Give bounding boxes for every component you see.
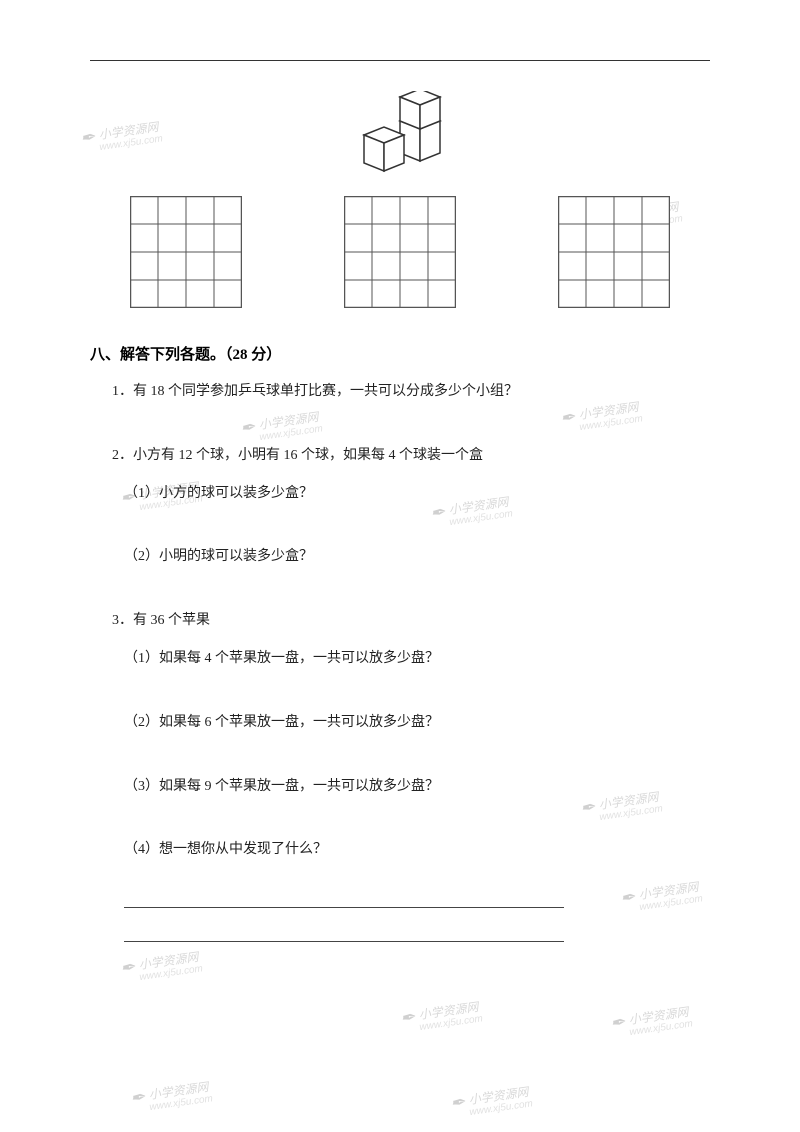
grid-2 (344, 196, 456, 313)
section-title: 八、解答下列各题。（28 分） (90, 343, 710, 364)
grids-row (90, 196, 710, 313)
cubes-svg (352, 91, 448, 173)
page-content: 八、解答下列各题。（28 分） 1．有 18 个同学参加乒乓球单打比赛，一共可以… (0, 0, 800, 982)
question-2-1: （1）小方的球可以装多少盒？ (124, 482, 710, 506)
watermark: ✒小学资源网www.xj5u.com (608, 999, 693, 1040)
watermark: ✒小学资源网www.xj5u.com (448, 1079, 533, 1120)
question-1: 1．有 18 个同学参加乒乓球单打比赛，一共可以分成多少个小组？ (112, 380, 710, 404)
watermark: ✒小学资源网www.xj5u.com (398, 994, 483, 1035)
question-3-1: （1）如果每 4 个苹果放一盘，一共可以放多少盘？ (124, 647, 710, 671)
question-2: 2．小方有 12 个球，小明有 16 个球，如果每 4 个球装一个盒 (112, 444, 710, 468)
watermark: ✒小学资源网www.xj5u.com (128, 1074, 213, 1115)
question-3-4: （4）想一想你从中发现了什么？ (124, 838, 710, 862)
question-3-3: （3）如果每 9 个苹果放一盘，一共可以放多少盘？ (124, 775, 710, 799)
question-3: 3．有 36 个苹果 (112, 609, 710, 633)
cubes-figure (90, 91, 710, 178)
question-2-2: （2）小明的球可以装多少盒？ (124, 545, 710, 569)
top-rule (90, 60, 710, 61)
question-3-2: （2）如果每 6 个苹果放一盘，一共可以放多少盘？ (124, 711, 710, 735)
grid-1 (130, 196, 242, 313)
grid-3 (558, 196, 670, 313)
answer-line-2 (124, 926, 564, 942)
answer-line-1 (124, 892, 564, 908)
